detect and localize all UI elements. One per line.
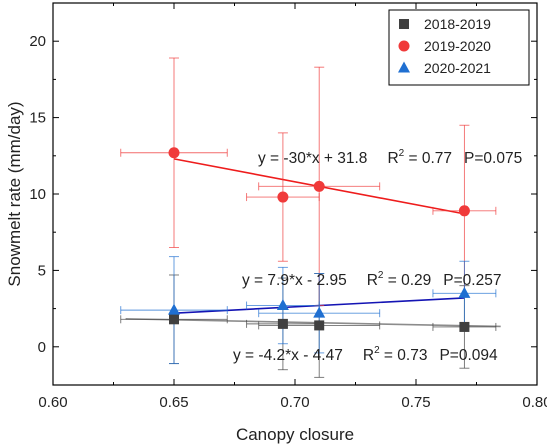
legend-marker-20182019 xyxy=(399,19,409,29)
data-point-20182019-3 xyxy=(459,321,470,332)
legend-box xyxy=(388,9,530,86)
y-axis-title: Snowmelt rate (mm/day) xyxy=(5,101,24,286)
p-value: P=0.257 xyxy=(443,272,501,289)
data-point-20192020-2 xyxy=(313,180,325,192)
data-point-20182019-2 xyxy=(314,320,325,331)
r-squared-value: = 0.77 xyxy=(404,150,452,167)
data-point-20202021-1 xyxy=(276,299,289,311)
y-tick-label: 10 xyxy=(29,186,46,203)
fit-equation: y = -30*x + 31.8 xyxy=(258,150,367,167)
legend-marker-20202021 xyxy=(398,61,410,73)
data-point-20202021-3 xyxy=(458,286,471,298)
r-squared-exponent: 2 xyxy=(399,148,405,159)
data-point-20192020-0 xyxy=(168,147,180,159)
fit-equation: y = -4.2*x - 4.47 xyxy=(233,347,343,364)
fit-line-20182019 xyxy=(125,318,501,328)
y-tick-label: 0 xyxy=(38,339,46,356)
legend-label-20202021: 2020-2021 xyxy=(424,60,491,76)
x-tick-label: 0.70 xyxy=(280,394,309,411)
x-tick-label: 0.75 xyxy=(401,394,430,411)
y-tick-label: 20 xyxy=(29,33,46,50)
x-tick-label: 0.60 xyxy=(38,394,67,411)
data-point-20202021-0 xyxy=(168,303,180,315)
data-point-20192020-1 xyxy=(277,191,289,203)
data-point-20192020-3 xyxy=(458,205,470,217)
r-squared-label: R xyxy=(367,272,378,289)
fit-annotation-20182019: y = -4.2*x - 4.47 R2 = 0.73 P=0.094 xyxy=(233,345,498,364)
x-axis-title: Canopy closure xyxy=(236,425,354,444)
fit-annotation-20202021: y = 7.9*x - 2.95 R2 = 0.29 P=0.257 xyxy=(242,270,501,289)
fit-equation: y = 7.9*x - 2.95 xyxy=(242,272,347,289)
legend-label-20192020: 2019-2020 xyxy=(424,38,491,54)
r-squared-value: = 0.29 xyxy=(383,272,431,289)
y-tick-label: 15 xyxy=(29,110,46,127)
y-tick-label: 5 xyxy=(38,262,46,279)
r-squared-label: R xyxy=(387,150,398,167)
x-tick-label: 0.80 xyxy=(522,394,547,411)
data-point-20182019-1 xyxy=(277,318,288,329)
r-squared-exponent: 2 xyxy=(378,270,384,281)
r-squared-label: R xyxy=(363,347,374,364)
fit-annotation-20192020: y = -30*x + 31.8 R2 = 0.77 P=0.075 xyxy=(258,148,522,167)
legend-label-20182019: 2018-2019 xyxy=(424,16,491,32)
r-squared-value: = 0.73 xyxy=(380,347,428,364)
data-point-20202021-2 xyxy=(313,306,326,318)
p-value: P=0.094 xyxy=(439,347,498,364)
x-tick-label: 0.65 xyxy=(159,394,188,411)
legend-marker-20192020 xyxy=(398,40,410,52)
data-point-20182019-0 xyxy=(169,314,179,325)
r-squared-exponent: 2 xyxy=(374,345,380,356)
p-value: P=0.075 xyxy=(464,150,522,167)
